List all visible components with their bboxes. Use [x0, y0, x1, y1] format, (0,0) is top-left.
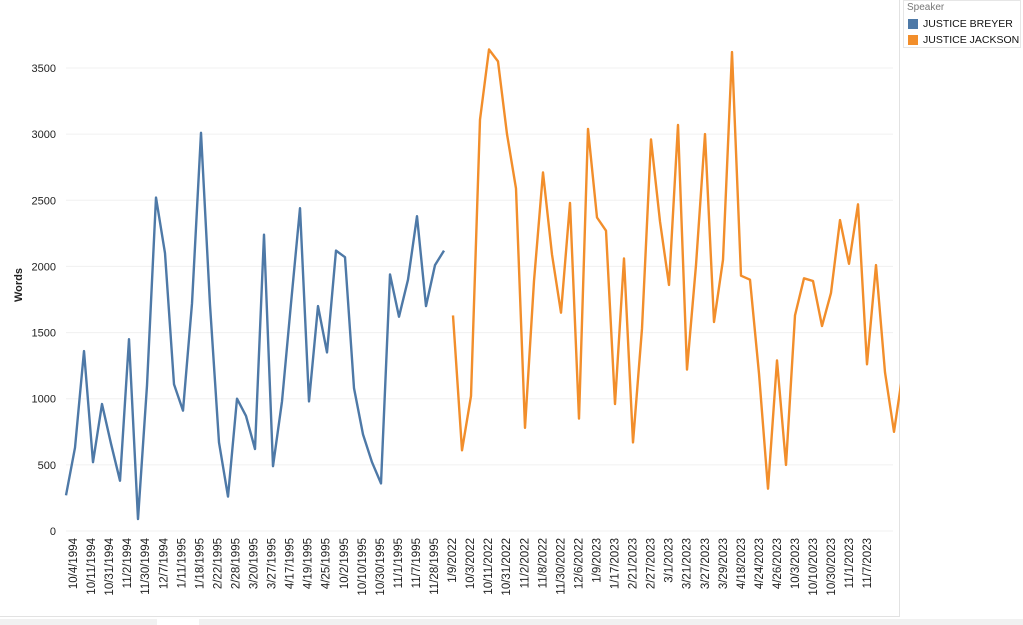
y-tick-label: 1000 — [32, 394, 56, 406]
x-tick-label: 10/30/2023 — [826, 538, 838, 596]
x-tick-label: 10/10/1995 — [357, 538, 369, 596]
x-tick-label: 11/8/2022 — [537, 538, 549, 588]
legend-item-breyer[interactable]: JUSTICE BREYER — [908, 17, 1013, 31]
x-tick-label: 11/7/1995 — [411, 538, 423, 588]
x-tick-label: 4/26/2023 — [772, 538, 784, 589]
x-tick-label: 11/1/2023 — [844, 538, 856, 588]
x-tick-label: 11/1/1995 — [393, 538, 405, 588]
x-tick-label: 11/7/2023 — [862, 538, 874, 588]
x-tick-label: 1/9/2022 — [447, 538, 459, 583]
y-tick-label: 3000 — [32, 129, 56, 141]
x-tick-label: 4/24/2023 — [754, 538, 766, 589]
x-tick-label: 10/3/2023 — [790, 538, 802, 589]
series-line-jackson[interactable] — [451, 48, 900, 490]
y-tick-label: 500 — [38, 460, 56, 472]
series-line-breyer[interactable] — [64, 131, 446, 521]
x-tick-label: 4/18/2023 — [736, 538, 748, 589]
x-tick-label: 11/28/1995 — [429, 538, 441, 595]
x-tick-label: 2/22/1995 — [212, 538, 224, 589]
x-tick-label: 3/27/2023 — [700, 538, 712, 589]
x-tick-label: 10/31/1994 — [104, 537, 116, 595]
y-tick-label: 3500 — [32, 63, 56, 75]
x-tick-label: 1/9/2023 — [591, 538, 603, 583]
x-tick-label: 11/2/2022 — [519, 538, 531, 588]
legend: Speaker JUSTICE BREYER JUSTICE JACKSON — [903, 0, 1021, 48]
x-tick-label: 10/11/1994 — [86, 537, 98, 594]
x-tick-label: 1/17/2023 — [610, 538, 622, 589]
bottom-scroll-strip — [0, 619, 1023, 625]
legend-label-breyer: JUSTICE BREYER — [923, 18, 1013, 30]
x-tick-label: 4/17/1995 — [285, 538, 297, 589]
x-tick-label: 4/25/1995 — [321, 538, 333, 589]
legend-label-jackson: JUSTICE JACKSON — [923, 34, 1020, 46]
legend-item-jackson[interactable]: JUSTICE JACKSON — [908, 33, 1019, 47]
x-tick-label: 2/28/1995 — [230, 538, 242, 589]
y-tick-label: 2000 — [32, 261, 56, 273]
x-tick-label: 10/3/2022 — [465, 538, 477, 589]
x-tick-label: 11/30/1994 — [140, 537, 152, 594]
x-tick-label: 2/27/2023 — [646, 538, 658, 589]
x-tick-label: 10/31/2022 — [501, 538, 513, 596]
y-tick-label: 2500 — [32, 195, 56, 207]
x-tick-label: 3/1/2023 — [664, 538, 676, 583]
x-tick-label: 3/29/2023 — [718, 538, 730, 589]
x-tick-label: 3/21/2023 — [682, 538, 694, 589]
x-tick-label: 11/2/1994 — [122, 537, 134, 588]
x-tick-label: 4/19/1995 — [303, 538, 315, 589]
y-axis-title: Words — [13, 268, 25, 302]
x-tick-label: 2/21/2023 — [628, 538, 640, 589]
legend-swatch-jackson — [908, 35, 918, 45]
y-tick-label: 1500 — [32, 328, 56, 340]
x-tick-label: 11/30/2022 — [555, 538, 567, 595]
y-tick-label: 0 — [50, 526, 56, 538]
x-tick-label: 10/10/2023 — [808, 538, 820, 596]
line-chart: 0 500 1000 1500 2000 2500 3000 3500 Words 10/4/… — [13, 48, 900, 596]
x-tick-label: 3/27/1995 — [267, 538, 279, 589]
x-tick-label: 10/11/2022 — [483, 538, 495, 595]
legend-swatch-breyer — [908, 19, 918, 29]
x-tick-label: 12/7/1994 — [158, 537, 170, 589]
x-tick-label: 10/30/1995 — [375, 538, 387, 596]
legend-title: Speaker — [907, 2, 945, 13]
x-tick-label: 3/20/1995 — [249, 538, 261, 589]
x-tick-label: 1/11/1995 — [176, 538, 188, 588]
x-tick-label: 1/18/1995 — [194, 538, 206, 589]
x-tick-label: 10/2/1995 — [339, 538, 351, 589]
bottom-tab-strip — [157, 619, 199, 625]
chart-panel: 0 500 1000 1500 2000 2500 3000 3500 Words 10/4/… — [0, 0, 900, 617]
x-tick-label: 12/6/2022 — [573, 538, 585, 589]
x-tick-label: 10/4/1994 — [68, 537, 80, 589]
